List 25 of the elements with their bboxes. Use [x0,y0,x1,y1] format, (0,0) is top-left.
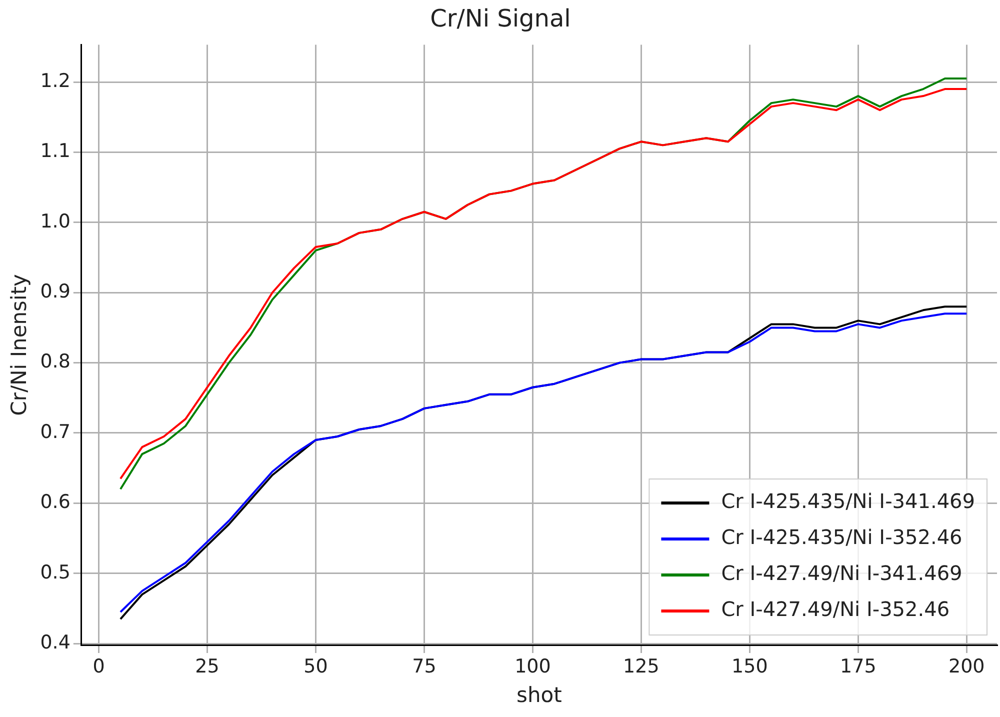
legend-label: Cr I-427.49/Ni I-341.469 [721,561,962,586]
y-tick-label: 0.8 [40,350,70,373]
x-tick-label: 200 [948,655,985,678]
y-tick-label: 0.7 [40,420,70,443]
y-tick-label: 1.1 [40,140,70,162]
x-tick-label: 50 [304,655,328,678]
x-tick-label: 175 [840,655,876,678]
x-tick-label: 100 [514,655,551,678]
x-axis-title: shot [516,682,562,707]
y-tick-label: 0.9 [40,280,70,303]
x-tick-label: 75 [412,655,436,678]
x-tick-label: 25 [195,655,220,678]
y-tick-label: 0.5 [40,561,70,584]
chart-title: Cr/Ni Signal [430,4,571,33]
y-axis-title: Cr/Ni Inensity [7,274,32,416]
y-tick-label: 1.2 [40,70,70,92]
legend-label: Cr I-427.49/Ni I-352.46 [721,597,950,622]
x-tick-label: 125 [623,655,660,678]
x-tick-label: 0 [92,655,105,678]
legend-label: Cr I-425.435/Ni I-341.469 [721,489,976,514]
y-tick-label: 1.0 [40,210,70,232]
legend-label: Cr I-425.435/Ni I-352.46 [721,525,962,550]
x-tick-label: 150 [732,655,768,678]
y-tick-label: 0.6 [40,491,70,514]
y-tick-label: 0.4 [40,632,70,654]
